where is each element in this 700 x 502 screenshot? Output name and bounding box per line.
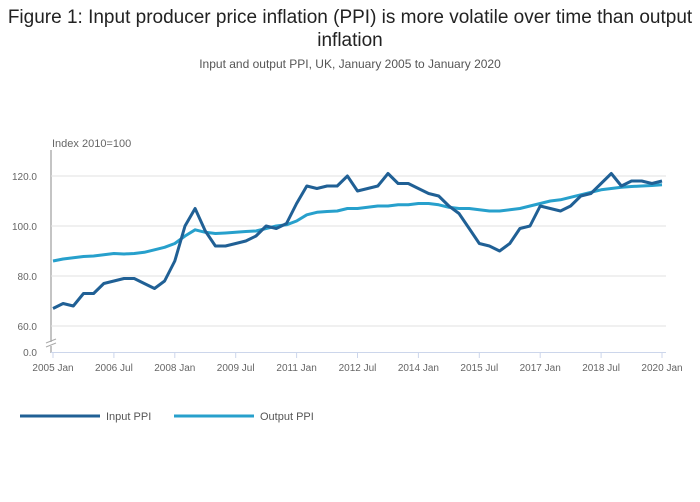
x-tick-label: 2009 Jul	[217, 363, 255, 374]
y-axis-label: Index 2010=100	[52, 138, 131, 150]
chart-title: Figure 1: Input producer price inflation…	[7, 7, 693, 51]
y-tick-label: 100.0	[12, 222, 37, 233]
y-tick-label: 120.0	[12, 172, 37, 183]
x-tick-label: 2014 Jan	[398, 363, 439, 374]
chart-subtitle: Input and output PPI, UK, January 2005 t…	[199, 57, 501, 71]
x-tick-label: 2017 Jan	[520, 363, 561, 374]
x-tick-label: 2020 Jan	[641, 363, 682, 374]
series-line-input-ppi	[52, 172, 663, 310]
series-line-output-ppi	[52, 183, 663, 263]
axis-break-mark	[45, 338, 57, 344]
x-tick-label: 2012 Jul	[339, 363, 377, 374]
axis-break-mark	[45, 342, 57, 348]
x-tick-label: 2008 Jan	[154, 363, 195, 374]
y-tick-label: 60.0	[18, 322, 38, 333]
x-tick-label: 2005 Jan	[32, 363, 73, 374]
y-tick-label: 0.0	[23, 348, 37, 359]
legend-label: Input PPI	[106, 411, 151, 423]
x-tick-label: 2011 Jan	[276, 363, 316, 374]
x-tick-label: 2006 Jul	[95, 363, 133, 374]
y-tick-label: 80.0	[18, 272, 38, 283]
legend-label: Output PPI	[260, 411, 314, 423]
x-tick-label: 2018 Jul	[582, 363, 620, 374]
x-tick-label: 2015 Jul	[460, 363, 498, 374]
